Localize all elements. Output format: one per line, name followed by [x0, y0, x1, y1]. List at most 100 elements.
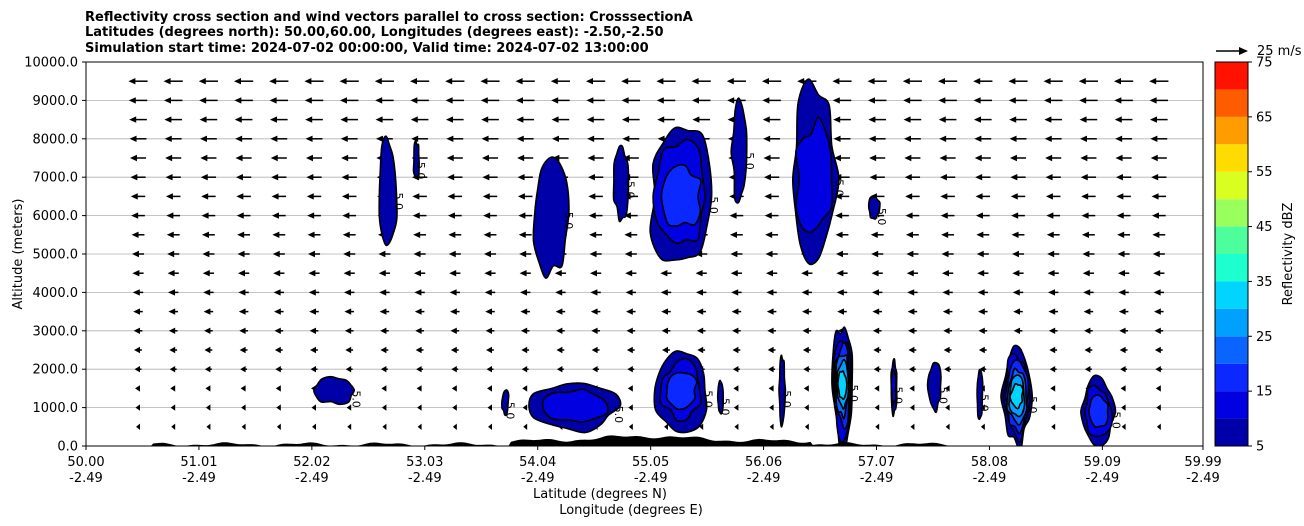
wind-vector: [236, 193, 251, 200]
reflectivity-contour: [313, 375, 355, 406]
wind-vector: [556, 346, 565, 354]
wind-vector: [980, 423, 985, 430]
wind-vector: [241, 404, 246, 411]
wind-vector: [131, 212, 145, 219]
wind-vector: [592, 366, 600, 373]
wind-vector: [627, 385, 633, 392]
x-tick-label-lat: 52.02: [293, 455, 330, 470]
colorbar-tick-label: 45: [1256, 220, 1273, 235]
reflectivity-cell: [831, 326, 854, 446]
wind-vector: [275, 366, 283, 373]
wind-vector: [623, 212, 638, 219]
wind-vector: [628, 404, 633, 411]
reflectivity-contour: [532, 156, 570, 279]
wind-vector: [132, 289, 144, 296]
wind-vector: [938, 116, 957, 123]
wind-vector: [449, 289, 461, 296]
wind-vector: [128, 97, 148, 104]
contour-label: 5.0: [780, 390, 793, 408]
wind-vector: [1116, 193, 1131, 200]
wind-vector: [168, 308, 178, 315]
wind-vector: [1043, 97, 1063, 104]
wind-vector: [943, 346, 952, 354]
wind-vector: [833, 116, 851, 123]
wind-vector: [1154, 308, 1164, 315]
x-axis-label-latitude: Latitude (degrees N): [533, 487, 667, 502]
wind-vector: [550, 78, 570, 85]
wind-vector: [240, 385, 246, 392]
wind-vector: [1079, 97, 1098, 104]
reflectivity-contour: [976, 368, 984, 421]
wind-vector: [415, 327, 424, 334]
wind-vector: [621, 97, 641, 104]
wind-vector: [903, 97, 922, 104]
wind-vector: [762, 78, 782, 85]
wind-vector: [626, 308, 636, 315]
wind-vector: [515, 97, 535, 104]
wind-vector: [237, 231, 251, 238]
contour-label: 5.0: [978, 394, 991, 412]
wind-vector: [626, 346, 635, 354]
wind-vector: [521, 346, 530, 354]
reflectivity-cell: [1080, 374, 1117, 446]
colorbar-tick-label: 55: [1256, 165, 1273, 180]
wind-vector: [170, 385, 176, 392]
wind-vector: [520, 327, 530, 334]
colorbar-segment: [1215, 391, 1248, 419]
wind-vector: [167, 270, 179, 277]
wind-vector: [873, 366, 881, 373]
wind-vector: [909, 385, 915, 392]
wind-vector: [976, 250, 989, 258]
y-tick-label: 9000.0: [33, 94, 79, 109]
contour-label: 5.0: [875, 208, 888, 226]
wind-vector: [344, 308, 354, 315]
wind-vector: [515, 78, 535, 85]
chart-title-line-2: Latitudes (degrees north): 50.00,60.00, …: [85, 25, 664, 40]
wind-vector: [345, 366, 353, 373]
wind-vector: [765, 250, 778, 258]
colorbar-segment: [1215, 171, 1248, 200]
wind-vector: [938, 97, 957, 104]
wind-vector: [556, 366, 564, 373]
wind-vector: [304, 97, 324, 104]
reflectivity-contour: [867, 196, 881, 220]
wind-vector: [1047, 250, 1060, 258]
wind-vector: [273, 289, 285, 296]
wind-vector: [481, 116, 499, 123]
y-tick-label: 5000.0: [33, 248, 79, 263]
colorbar-segment: [1215, 226, 1248, 254]
wind-vector: [1010, 174, 1026, 181]
contour-label: 5.0: [392, 193, 405, 211]
wind-vector: [1152, 231, 1166, 238]
wind-vector: [239, 327, 248, 334]
contour-label: 5.0: [349, 390, 362, 408]
wind-vector: [235, 154, 252, 162]
wind-vector: [695, 270, 707, 277]
reflectivity-contour: [890, 369, 897, 407]
wind-vector: [165, 174, 181, 181]
wind-vector: [308, 270, 320, 277]
wind-vector: [730, 250, 743, 258]
contour-label: 5.0: [892, 386, 905, 404]
wind-vector: [1050, 385, 1056, 392]
wind-vector: [833, 154, 851, 162]
x-tick-label-lat: 57.07: [858, 455, 895, 470]
wind-vector: [411, 135, 429, 142]
wind-vector: [767, 327, 776, 334]
wind-vector: [446, 154, 463, 162]
wind-vector: [1118, 308, 1129, 315]
wind-vector: [763, 174, 780, 181]
wind-vector: [1116, 212, 1131, 219]
wind-vector: [975, 174, 991, 181]
colorbar-segment: [1215, 144, 1248, 172]
wind-vector: [660, 270, 672, 277]
wind-vector: [768, 366, 776, 373]
wind-vector: [1078, 78, 1098, 85]
wind-vector: [346, 404, 352, 411]
wind-vector: [309, 327, 319, 334]
wind-vector: [312, 423, 316, 430]
wind-vector: [908, 346, 917, 354]
wind-vector: [691, 97, 711, 104]
reflectivity-contour: [795, 116, 834, 234]
wind-vector: [803, 366, 811, 373]
